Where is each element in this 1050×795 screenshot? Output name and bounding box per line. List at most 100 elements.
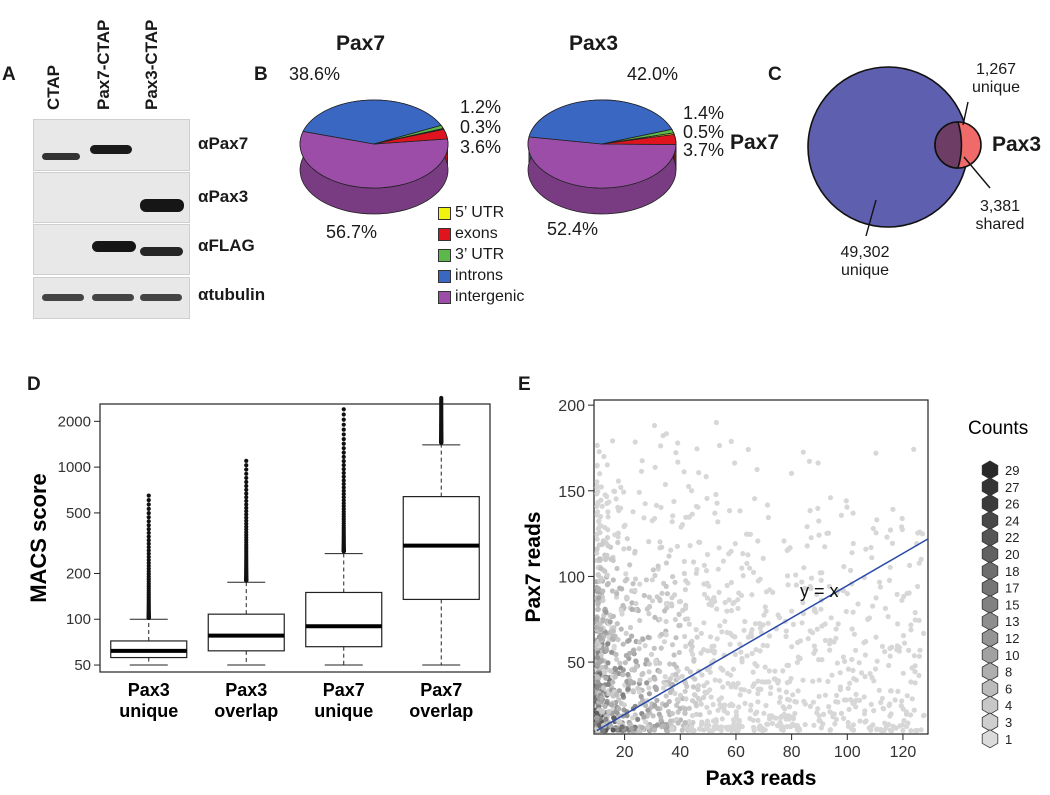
scatter-point xyxy=(716,442,723,449)
scatter-point xyxy=(799,620,805,626)
pie-pct-introns: 42.0% xyxy=(627,64,679,84)
scatter-point xyxy=(833,626,839,632)
scatter-point xyxy=(682,706,688,712)
scatter-point xyxy=(622,522,628,528)
y-tick-label: 50 xyxy=(567,655,585,672)
scatter-point xyxy=(863,718,869,724)
scatter-point xyxy=(693,503,699,509)
legend-hex xyxy=(981,544,999,564)
scatter-point xyxy=(757,686,763,692)
box-outlier xyxy=(146,530,151,536)
legend-hex xyxy=(981,712,999,732)
box-outlier xyxy=(244,512,249,517)
scatter-point xyxy=(594,462,600,468)
scatter-point xyxy=(878,699,884,706)
scatter-point xyxy=(594,536,600,542)
scatter-point xyxy=(638,693,644,700)
scatter-point xyxy=(853,704,859,710)
scatter-point xyxy=(641,592,647,599)
scatter-point xyxy=(728,725,734,731)
scatter-point xyxy=(815,505,821,511)
scatter-point xyxy=(912,610,918,616)
scatter-point xyxy=(641,515,647,521)
box-outlier xyxy=(146,510,151,516)
scatter-point xyxy=(869,555,875,561)
legend-hex xyxy=(981,678,999,698)
scatter-point xyxy=(642,643,648,649)
scatter-point xyxy=(676,649,682,656)
venn-count-pax3-unique: 1,267 unique xyxy=(966,61,1026,97)
box-outlier xyxy=(244,463,249,468)
scatter-point xyxy=(714,636,720,642)
scatter-point xyxy=(726,508,733,514)
scatter-point xyxy=(636,689,642,695)
scatter-point xyxy=(916,653,922,659)
scatter-point xyxy=(604,572,610,578)
scatter-point xyxy=(610,577,616,583)
box-outlier xyxy=(146,560,151,566)
scatter-point xyxy=(597,471,603,477)
scatter-point xyxy=(632,587,638,593)
scatter-point xyxy=(623,630,629,636)
scatter-point xyxy=(861,711,868,717)
scatter-point xyxy=(612,674,618,680)
scatter-point xyxy=(666,698,672,705)
scatter-point xyxy=(713,491,719,498)
scatter-point xyxy=(626,637,632,643)
box-body xyxy=(305,591,383,648)
scatter-point xyxy=(608,556,614,562)
box-outlier xyxy=(146,515,151,520)
scatter-point xyxy=(600,708,606,714)
reference-line xyxy=(596,538,929,732)
scatter-point xyxy=(750,724,757,730)
scatter-point xyxy=(792,710,798,717)
count-value: 49,302 xyxy=(840,244,890,261)
scatter-point xyxy=(675,697,681,703)
scatter-point xyxy=(605,514,611,520)
scatter-point xyxy=(681,570,687,577)
scatter-point xyxy=(790,692,796,698)
scatter-point xyxy=(603,540,609,546)
scatter-point xyxy=(701,694,707,701)
scatter-point xyxy=(761,710,767,716)
scatter-point xyxy=(719,716,725,722)
scatter-point xyxy=(619,611,625,617)
scatter-point xyxy=(646,539,652,545)
legend-swatch xyxy=(438,227,451,241)
scatter-point xyxy=(804,524,810,530)
scatter-point xyxy=(806,458,812,464)
scatter-point xyxy=(599,664,605,671)
scatter-point xyxy=(662,702,668,708)
scatter-point xyxy=(918,556,924,562)
scatter-point xyxy=(594,674,600,680)
scatter-point xyxy=(755,717,761,723)
scatter-point xyxy=(608,629,614,635)
scatter-point xyxy=(598,635,604,641)
box-outlier xyxy=(146,502,151,507)
scatter-point xyxy=(712,598,718,604)
box-outlier xyxy=(146,551,151,556)
box-outlier xyxy=(244,471,249,476)
scatter-point xyxy=(737,692,743,698)
box-outlier xyxy=(244,467,249,472)
scatter-point xyxy=(808,585,814,591)
scatter-point xyxy=(604,462,610,468)
scatter-point xyxy=(844,504,850,510)
scatter-point xyxy=(662,674,668,680)
scatter-point xyxy=(905,720,911,726)
scatter-point xyxy=(599,695,605,701)
scatter-point xyxy=(670,513,676,519)
scatter-point xyxy=(757,648,763,654)
scatter-point xyxy=(776,687,782,693)
scatter-point xyxy=(660,433,666,439)
scatter-point xyxy=(788,724,794,730)
box-outlier xyxy=(341,446,346,451)
venn-overlap xyxy=(934,121,963,169)
scatter-point xyxy=(855,601,861,607)
scatter-point xyxy=(604,535,611,541)
scatter-point xyxy=(652,614,658,620)
scatter-point xyxy=(686,483,692,490)
scatter-point xyxy=(630,509,636,515)
scatter-point xyxy=(605,660,611,666)
